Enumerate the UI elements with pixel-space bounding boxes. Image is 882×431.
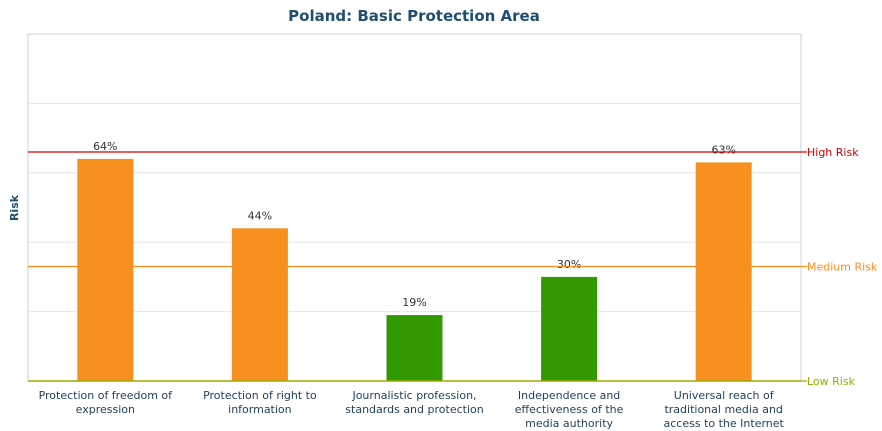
category-label: information [228, 403, 292, 416]
data-label: 63% [711, 143, 735, 156]
reference-line-label: Low Risk [807, 375, 856, 388]
chart-title: Poland: Basic Protection Area [288, 7, 540, 25]
reference-line-label: High Risk [807, 146, 859, 159]
bar [541, 276, 598, 381]
data-label: 44% [248, 209, 272, 222]
category-label: Independence and [518, 389, 620, 402]
data-label: 30% [557, 258, 581, 271]
bar [695, 162, 752, 381]
category-label: expression [76, 403, 135, 416]
category-label: Protection of freedom of [39, 389, 174, 402]
category-label: standards and protection [345, 403, 483, 416]
category-label: access to the Internet [664, 417, 785, 430]
category-label: effectiveness of the [515, 403, 624, 416]
bar [386, 315, 443, 381]
category-label: Protection of right to [203, 389, 317, 402]
bar [77, 158, 134, 381]
data-label: 19% [402, 296, 426, 309]
category-label: Journalistic profession, [351, 389, 476, 402]
reference-line-label: Medium Risk [807, 260, 878, 273]
data-label: 64% [93, 140, 117, 153]
category-label: traditional media and [664, 403, 782, 416]
bar [231, 228, 288, 381]
category-label: Universal reach of [674, 389, 775, 402]
y-axis-label: Risk [8, 194, 21, 221]
category-label: media authority [525, 417, 613, 430]
